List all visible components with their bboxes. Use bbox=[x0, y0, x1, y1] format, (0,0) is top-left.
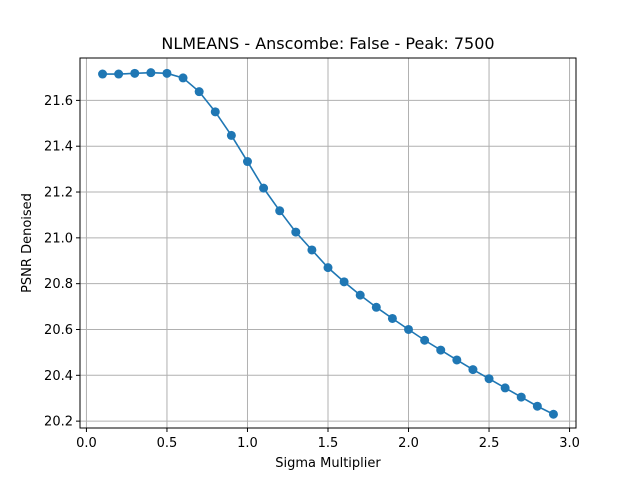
data-point bbox=[532, 401, 542, 411]
data-point bbox=[210, 107, 220, 117]
data-point bbox=[355, 290, 365, 300]
data-point bbox=[468, 365, 478, 375]
data-point bbox=[404, 324, 414, 334]
x-tick-label: 2.0 bbox=[398, 436, 419, 451]
x-tick-label: 1.5 bbox=[318, 436, 339, 451]
data-point bbox=[323, 263, 333, 273]
data-point bbox=[516, 392, 526, 402]
y-tick-label: 21.0 bbox=[44, 231, 73, 246]
y-tick-label: 21.6 bbox=[44, 94, 73, 109]
data-point bbox=[98, 69, 108, 79]
data-point bbox=[484, 374, 494, 384]
data-point bbox=[420, 335, 430, 345]
data-point bbox=[387, 313, 397, 323]
data-point bbox=[242, 157, 252, 167]
data-point bbox=[307, 245, 317, 255]
y-tick-label: 20.8 bbox=[44, 277, 73, 292]
data-point bbox=[130, 68, 140, 78]
y-axis-label: PSNR Denoised bbox=[20, 193, 35, 293]
data-point bbox=[162, 68, 172, 78]
y-tick-label: 20.6 bbox=[44, 323, 73, 338]
data-point bbox=[194, 87, 204, 97]
x-tick-label: 2.5 bbox=[479, 436, 500, 451]
data-point bbox=[114, 69, 124, 79]
data-point bbox=[259, 183, 269, 193]
data-point bbox=[226, 130, 236, 140]
data-point bbox=[291, 227, 301, 237]
x-tick-label: 1.0 bbox=[237, 436, 258, 451]
chart-title: NLMEANS - Anscombe: False - Peak: 7500 bbox=[161, 34, 494, 53]
data-point bbox=[548, 409, 558, 419]
x-axis-label: Sigma Multiplier bbox=[275, 456, 381, 471]
series-layer bbox=[98, 68, 558, 419]
tick-layer: 0.0 0.5 1.0 1.5 2.0 2.5 3.0 20.2 20.4 20.6 20.8 21.… bbox=[44, 94, 580, 451]
data-point bbox=[452, 355, 462, 365]
y-tick-label: 20.4 bbox=[44, 369, 73, 384]
x-tick-label: 0.0 bbox=[76, 436, 97, 451]
data-point bbox=[178, 73, 188, 83]
y-tick-label: 20.2 bbox=[44, 415, 73, 430]
grid-layer bbox=[80, 58, 576, 428]
y-tick-label: 21.4 bbox=[44, 140, 73, 155]
data-point bbox=[275, 206, 285, 216]
data-point bbox=[436, 345, 446, 355]
x-tick-label: 3.0 bbox=[559, 436, 580, 451]
data-point bbox=[339, 277, 349, 287]
y-tick-label: 21.2 bbox=[44, 186, 73, 201]
data-point bbox=[146, 68, 156, 78]
data-point bbox=[500, 383, 510, 393]
data-point bbox=[371, 302, 381, 312]
x-tick-label: 0.5 bbox=[157, 436, 178, 451]
